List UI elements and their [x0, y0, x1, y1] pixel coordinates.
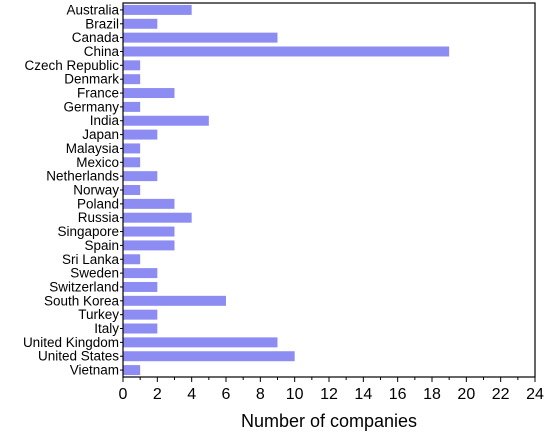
x-tick-label: 2	[153, 386, 162, 403]
x-axis-ticks: 0 2 4 6 8 10 12 14 16 18 20 22 24	[119, 377, 544, 403]
bar	[123, 365, 141, 376]
bar	[123, 143, 141, 154]
category-label: Denmark	[64, 72, 119, 87]
bar	[123, 295, 226, 306]
bar	[123, 115, 209, 126]
category-label: Mexico	[76, 155, 119, 170]
bar	[123, 281, 158, 292]
bar	[123, 240, 175, 251]
category-label: Singapore	[57, 224, 119, 239]
category-label: Vietnam	[70, 363, 119, 378]
bar	[123, 309, 158, 320]
x-tick-label: 20	[457, 386, 475, 403]
plot-border	[122, 2, 536, 378]
category-label: South Korea	[44, 293, 120, 308]
x-tick-label: 10	[286, 386, 304, 403]
category-label: Germany	[63, 99, 119, 114]
bar	[123, 337, 278, 348]
category-label: Netherlands	[46, 169, 119, 184]
bar	[123, 254, 141, 265]
bar	[123, 88, 175, 99]
x-tick-label: 14	[354, 386, 372, 403]
x-tick-label: 24	[526, 386, 544, 403]
category-label: Sweden	[70, 266, 119, 281]
x-tick-label: 18	[423, 386, 441, 403]
category-label: Brazil	[85, 16, 119, 31]
bar	[123, 351, 295, 362]
bar	[123, 129, 158, 140]
category-label: Japan	[82, 127, 119, 142]
bar	[123, 171, 158, 182]
bar	[123, 4, 192, 15]
x-tick-label: 12	[320, 386, 338, 403]
bar	[123, 198, 175, 209]
bar	[123, 74, 141, 85]
category-label: United States	[38, 349, 119, 364]
x-tick-label: 22	[492, 386, 510, 403]
bar	[123, 185, 141, 195]
bar	[123, 226, 175, 237]
category-label: Sri Lanka	[62, 252, 120, 267]
category-label: Australia	[66, 2, 119, 17]
category-label: Russia	[78, 210, 120, 225]
category-label: Turkey	[78, 307, 119, 322]
category-label: Spain	[84, 238, 119, 253]
bar	[123, 323, 158, 334]
bar	[123, 32, 278, 43]
x-axis-title: Number of companies	[241, 411, 417, 431]
bars	[123, 4, 450, 376]
category-label: Italy	[94, 321, 119, 336]
x-tick-label: 8	[256, 386, 265, 403]
category-label: France	[77, 86, 119, 101]
bar	[123, 18, 158, 29]
x-tick-label: 0	[119, 386, 128, 403]
category-label: Malaysia	[66, 141, 120, 156]
category-label: Norway	[73, 183, 119, 198]
category-label: United Kingdom	[23, 335, 119, 350]
plot-frame	[120, 2, 536, 378]
category-label: China	[84, 44, 120, 59]
x-tick-label: 6	[222, 386, 231, 403]
bar	[123, 101, 141, 112]
bar	[123, 46, 450, 57]
bar	[123, 157, 141, 168]
bar	[123, 60, 141, 71]
bar	[123, 212, 192, 223]
x-tick-label: 4	[187, 386, 196, 403]
x-tick-label: 16	[389, 386, 407, 403]
category-label: Switzerland	[49, 279, 119, 294]
category-label: Poland	[77, 196, 119, 211]
category-label: Canada	[72, 30, 120, 45]
bar	[123, 268, 158, 279]
category-label: India	[90, 113, 120, 128]
category-label: Czech Republic	[24, 58, 119, 73]
